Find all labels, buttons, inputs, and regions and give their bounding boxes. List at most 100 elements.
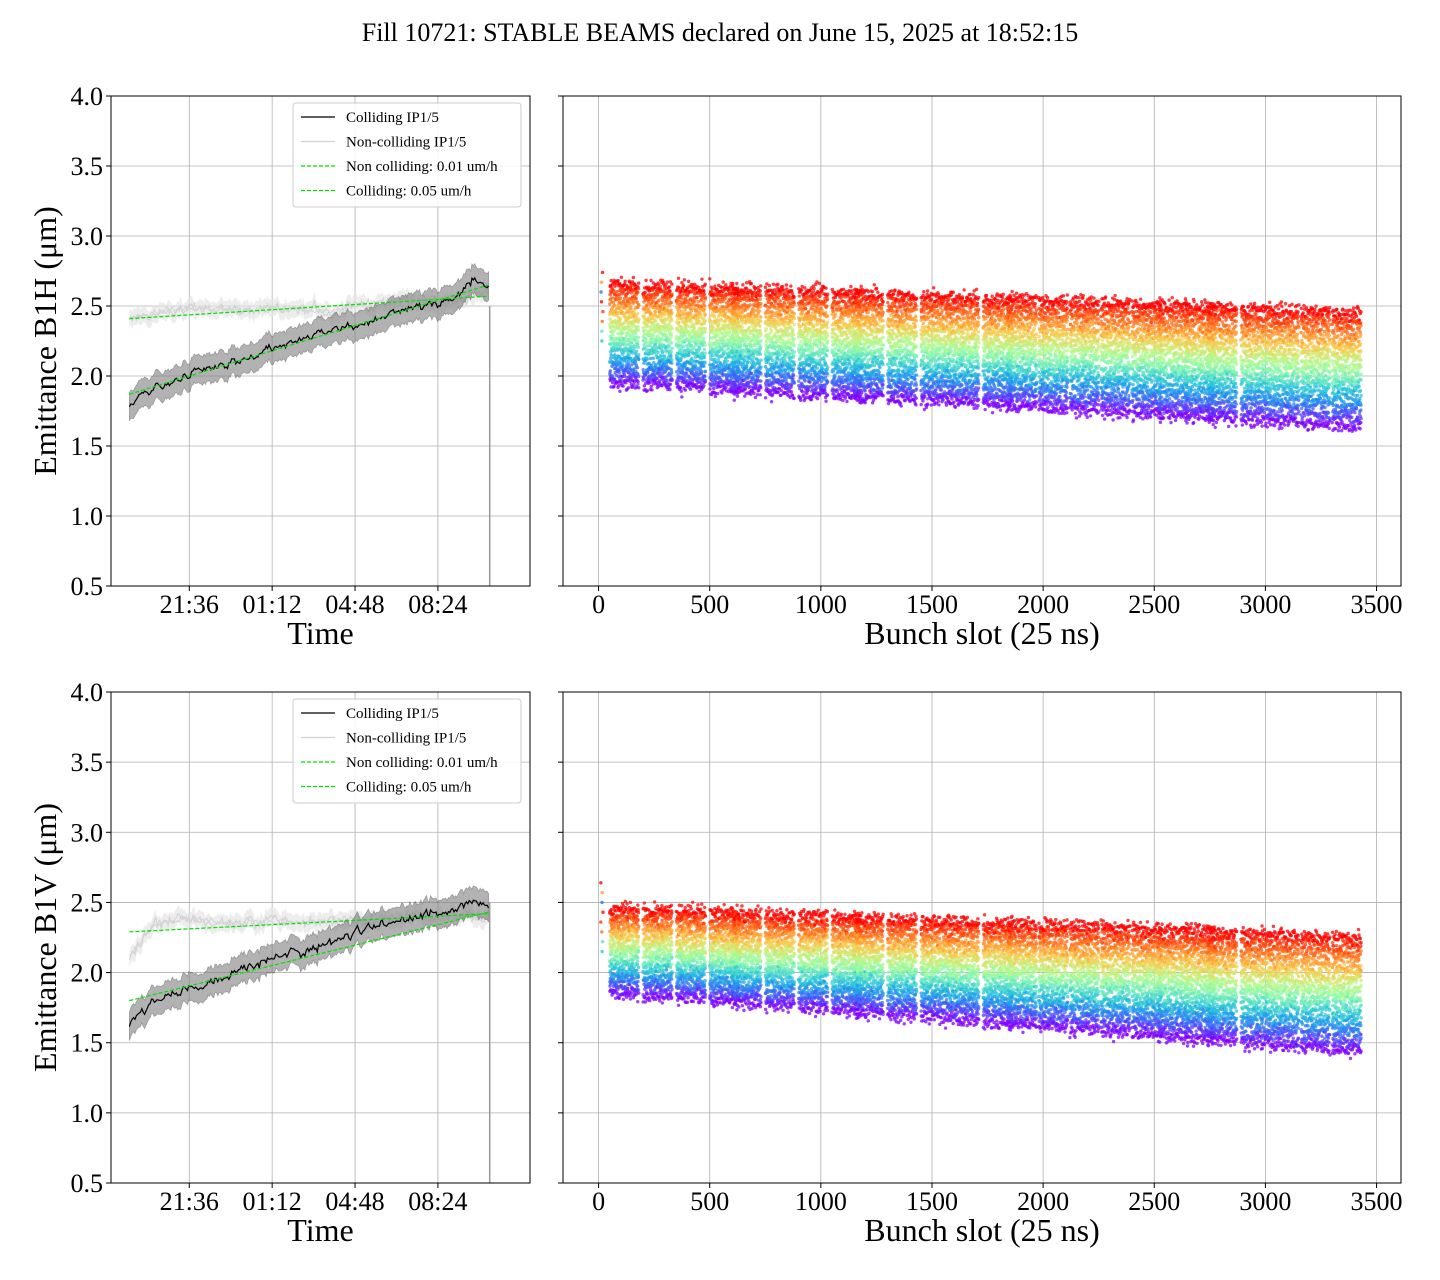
bunch-point xyxy=(745,281,749,285)
bunch-point xyxy=(789,390,794,394)
bunch-point xyxy=(809,397,814,402)
bunch-point xyxy=(841,398,845,403)
bunch-point xyxy=(792,300,796,305)
bunch-point xyxy=(769,400,774,404)
bunch-point xyxy=(730,383,735,388)
bunch-point xyxy=(810,346,815,350)
bunch-point xyxy=(777,323,782,327)
bunch-point xyxy=(636,342,640,347)
bunch-point xyxy=(634,331,638,335)
bunch-point xyxy=(622,372,627,377)
colliding-line xyxy=(128,276,490,408)
bunch-point xyxy=(779,352,783,356)
bunch-point xyxy=(618,389,622,394)
bunch-point xyxy=(770,370,774,374)
bunch-point xyxy=(670,282,674,286)
bunch-point xyxy=(747,336,752,340)
bunch-point xyxy=(624,375,629,379)
bunch-point xyxy=(616,278,620,283)
bunch-point xyxy=(703,369,707,374)
bunch-point xyxy=(759,372,763,376)
bunch-point xyxy=(799,398,803,403)
bunch-point xyxy=(669,354,673,358)
bunch-point xyxy=(759,284,763,288)
bunch-point xyxy=(695,295,699,300)
bunch-point xyxy=(723,311,728,316)
bunch-point xyxy=(620,363,625,367)
bunch-point xyxy=(825,365,830,370)
bunch-point xyxy=(690,356,694,361)
bunch-point xyxy=(702,383,706,388)
bunch-point xyxy=(716,391,720,396)
bunch-point xyxy=(700,369,704,374)
bunch-point xyxy=(627,353,631,357)
bunch-point xyxy=(703,351,707,356)
bunch-point xyxy=(710,353,715,358)
bunch-point xyxy=(759,358,763,362)
bunch-point xyxy=(833,373,837,377)
bunch-point xyxy=(703,343,707,347)
bunch-point xyxy=(688,387,693,391)
bunch-point xyxy=(670,293,674,298)
bunch-point xyxy=(817,354,821,358)
bunch-point xyxy=(784,283,789,287)
bunch-point xyxy=(748,303,752,307)
bunch-point xyxy=(610,381,615,385)
bunch-point xyxy=(686,279,691,284)
bunch-point xyxy=(825,372,830,376)
bunch-point xyxy=(636,339,640,343)
bunch-point xyxy=(823,385,827,389)
bunch-point xyxy=(792,316,796,321)
bunch-point xyxy=(758,352,762,356)
bunch-point xyxy=(808,341,812,346)
bunch-point xyxy=(792,323,796,327)
bunch-point xyxy=(748,384,753,389)
bunch-point xyxy=(818,294,822,298)
bunch-point xyxy=(658,284,663,289)
bunch-point xyxy=(757,309,762,313)
y-tick-label: 1.5 xyxy=(71,432,104,461)
bunch-point xyxy=(637,302,641,307)
bunch-point xyxy=(703,295,708,300)
bunch-point xyxy=(791,373,796,378)
bunch-point xyxy=(758,305,762,309)
bunch-point xyxy=(679,289,683,294)
bunch-point xyxy=(764,326,768,331)
bunch-point xyxy=(653,310,658,314)
bunch-point xyxy=(759,385,763,390)
bunch-point xyxy=(609,278,613,283)
legend-label: Non-colliding IP1/5 xyxy=(346,135,466,151)
bunch-point xyxy=(851,326,855,331)
bunch-point xyxy=(702,364,706,368)
bunch-point xyxy=(684,371,689,375)
bunch-point xyxy=(835,361,840,366)
bunch-point xyxy=(770,358,775,363)
bunch-point xyxy=(742,358,747,363)
bunch-point xyxy=(636,335,641,340)
bunch-point xyxy=(724,296,728,300)
bunch-point xyxy=(735,281,739,286)
bunch-point xyxy=(799,288,804,292)
bunch-point xyxy=(612,384,616,389)
bunch-point xyxy=(703,378,708,383)
bunch-point xyxy=(636,312,640,316)
bunch-point xyxy=(815,366,820,370)
bunch-point xyxy=(849,292,854,296)
bunch-point xyxy=(703,327,708,331)
bunch-point xyxy=(634,296,638,301)
bunch-point xyxy=(617,293,622,297)
bunch-point xyxy=(683,388,688,392)
bunch-point xyxy=(833,346,837,351)
bunch-point xyxy=(792,380,797,385)
bunch-point xyxy=(817,281,822,286)
bunch-point xyxy=(681,344,685,349)
bunch-point xyxy=(802,366,806,370)
bunch-point xyxy=(612,377,617,381)
bunch-point xyxy=(732,398,736,402)
bunch-point xyxy=(618,304,623,308)
bunch-point xyxy=(721,280,725,284)
bunch-point xyxy=(618,317,623,321)
bunch-point xyxy=(825,304,829,308)
